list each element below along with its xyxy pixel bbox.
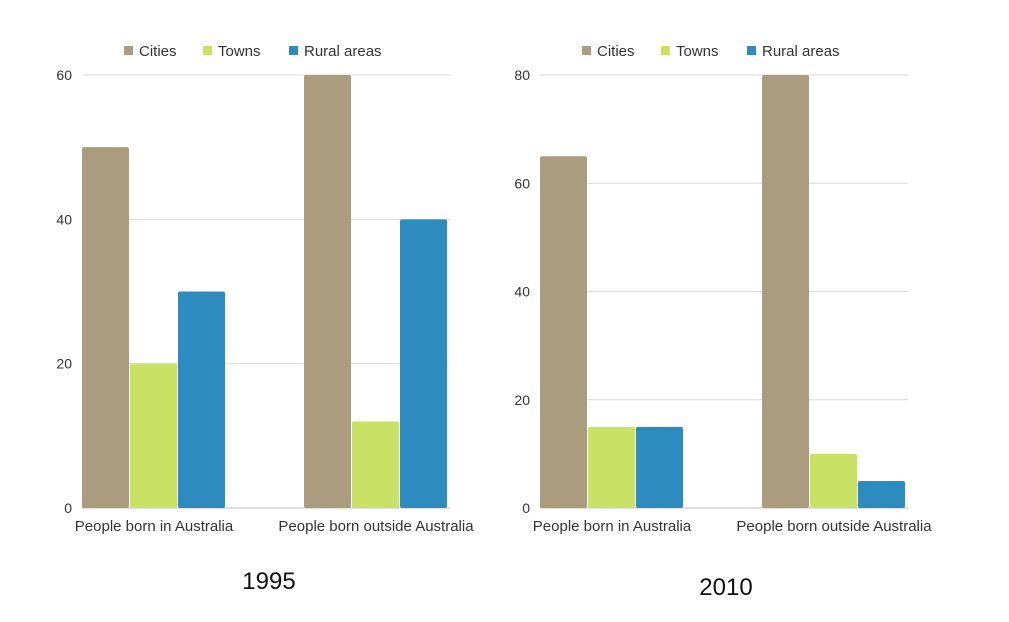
chart-title: 2010	[699, 574, 753, 601]
legend-swatch	[203, 46, 212, 55]
bar	[82, 147, 129, 508]
y-tick-label: 20	[514, 392, 530, 408]
y-tick-label: 60	[514, 175, 530, 191]
bar	[588, 426, 635, 508]
legend-swatch	[747, 46, 756, 55]
bar	[540, 156, 587, 508]
y-tick-label: 80	[514, 67, 530, 83]
legend-swatch	[582, 46, 591, 55]
legend-label: Rural areas	[762, 43, 840, 60]
y-tick-label: 20	[56, 356, 72, 372]
bar	[636, 426, 683, 508]
legend-swatch	[661, 46, 670, 55]
x-category-label: People born outside Australia	[278, 518, 474, 535]
legend-label: Rural areas	[304, 43, 382, 60]
x-category-label: People born outside Australia	[736, 518, 932, 535]
y-tick-label: 0	[522, 500, 530, 516]
chart-2010: 0 20 40 60 80 People born in Australia People …	[458, 0, 958, 601]
legend-swatch	[124, 46, 133, 55]
bar	[352, 421, 399, 508]
bar	[810, 453, 857, 508]
bar	[178, 291, 225, 508]
chart-2010-plot: 0 20 40 60 80 People born in Australia People …	[514, 43, 932, 535]
legend-label: Cities	[139, 43, 177, 60]
legend-swatch	[289, 46, 298, 55]
legend-label: Towns	[218, 43, 261, 60]
y-tick-label: 60	[56, 67, 72, 83]
bar	[130, 363, 177, 508]
bar	[762, 75, 809, 508]
chart-title: 1995	[242, 568, 296, 595]
bar	[858, 480, 905, 508]
y-tick-label: 0	[64, 500, 72, 516]
chart-1995-plot: 0 20 40 60 People born in Australia People bo…	[56, 43, 474, 535]
chart-1995: 0 20 40 60 People born in Australia People bo…	[0, 0, 500, 595]
y-tick-label: 40	[514, 284, 530, 300]
x-category-label: People born in Australia	[75, 518, 234, 535]
x-category-label: People born in Australia	[533, 518, 692, 535]
legend-label: Cities	[597, 43, 635, 60]
bar	[304, 75, 351, 508]
y-tick-label: 40	[56, 211, 72, 227]
legend-label: Towns	[676, 43, 719, 60]
bar	[400, 219, 447, 509]
